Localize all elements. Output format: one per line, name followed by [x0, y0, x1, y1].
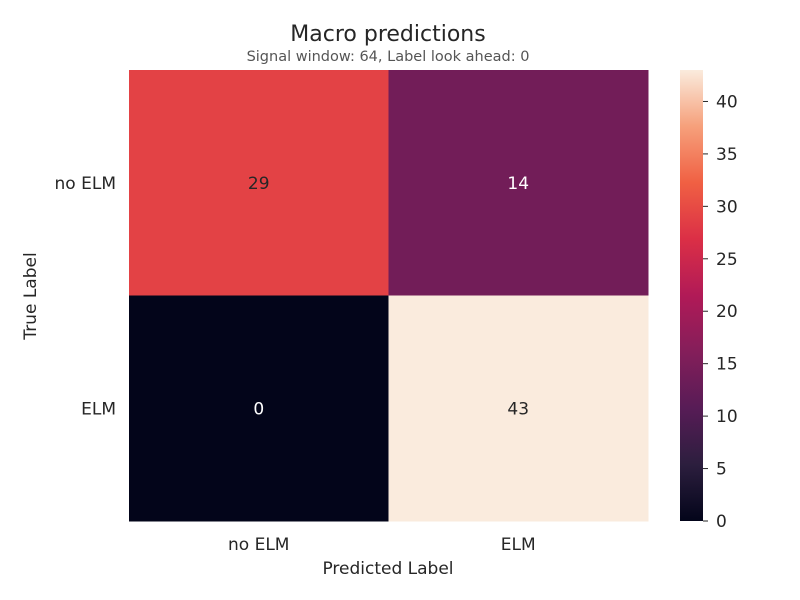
heatmap-cell	[388, 295, 649, 522]
colorbar-tick-label: 5	[716, 460, 727, 480]
x-axis-label: Predicted Label	[322, 559, 453, 579]
heatmap-cell-value: 29	[248, 174, 270, 194]
colorbar-tick-label: 35	[716, 145, 738, 165]
heatmap-cell-value: 43	[507, 399, 529, 419]
heatmap-cell	[129, 295, 389, 522]
colorbar-tick-label: 0	[716, 512, 727, 532]
x-tick-label: no ELM	[228, 535, 289, 555]
heatmap-cell-value: 0	[253, 399, 264, 419]
colorbar-tick-label: 15	[716, 355, 738, 375]
colorbar-tick-label: 20	[716, 302, 738, 322]
y-axis-label: True Label	[21, 252, 41, 340]
heatmap-cell-labels: 29 14 0 43	[248, 174, 529, 420]
colorbar-tick-label: 40	[716, 92, 738, 112]
heatmap-cell	[129, 70, 389, 296]
heatmap-cell-value: 14	[507, 174, 529, 194]
heatmap-cell	[388, 70, 649, 296]
heatmap-cells	[129, 70, 649, 522]
colorbar-tick-label: 25	[716, 250, 738, 270]
chart-title: Macro predictions	[290, 22, 485, 47]
colorbar-tick-label: 30	[716, 197, 738, 217]
x-axis-tick-labels: no ELM ELM	[228, 535, 536, 555]
colorbar	[680, 70, 703, 521]
y-tick-label: ELM	[81, 399, 116, 419]
chart-subtitle: Signal window: 64, Label look ahead: 0	[247, 49, 530, 65]
colorbar-tick-label: 10	[716, 407, 738, 427]
x-tick-label: ELM	[501, 535, 536, 555]
y-axis-tick-labels: no ELM ELM	[55, 174, 116, 420]
y-tick-label: no ELM	[55, 174, 116, 194]
colorbar-tick-labels: 0 5 10 15 20 25 30 35 40	[703, 92, 738, 532]
